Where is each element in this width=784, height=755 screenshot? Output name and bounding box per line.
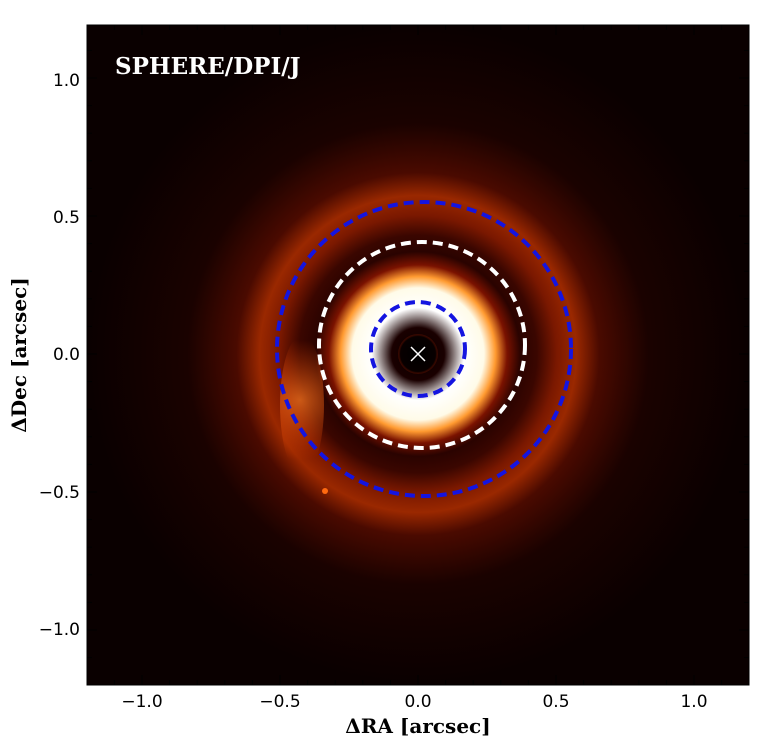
white-circle xyxy=(317,240,527,450)
x-tick-label: −0.5 xyxy=(259,692,300,712)
x-axis-label: ΔRA [arcsec] xyxy=(345,714,490,738)
point-source xyxy=(322,488,328,494)
y-tick-label: 0.5 xyxy=(53,208,80,228)
axis-ticks xyxy=(87,25,749,685)
outer-blue-circle xyxy=(275,200,573,498)
y-tick-label: −0.5 xyxy=(39,483,80,503)
x-tick-label: 0.0 xyxy=(404,692,431,712)
x-tick-label: 1.0 xyxy=(680,692,707,712)
y-tick-label: 1.0 xyxy=(53,71,80,91)
disk-arc-feature xyxy=(280,335,324,475)
y-axis-label: ΔDec [arcsec] xyxy=(7,277,31,433)
y-tick-label: 0.0 xyxy=(53,345,80,365)
y-tick-label: −1.0 xyxy=(39,620,80,640)
x-tick-label: 0.5 xyxy=(542,692,569,712)
x-tick-label: −1.0 xyxy=(121,692,162,712)
inner-blue-circle xyxy=(369,300,467,398)
panel-title: SPHERE/DPI/J xyxy=(115,53,301,80)
star-marker-icon xyxy=(410,346,426,362)
